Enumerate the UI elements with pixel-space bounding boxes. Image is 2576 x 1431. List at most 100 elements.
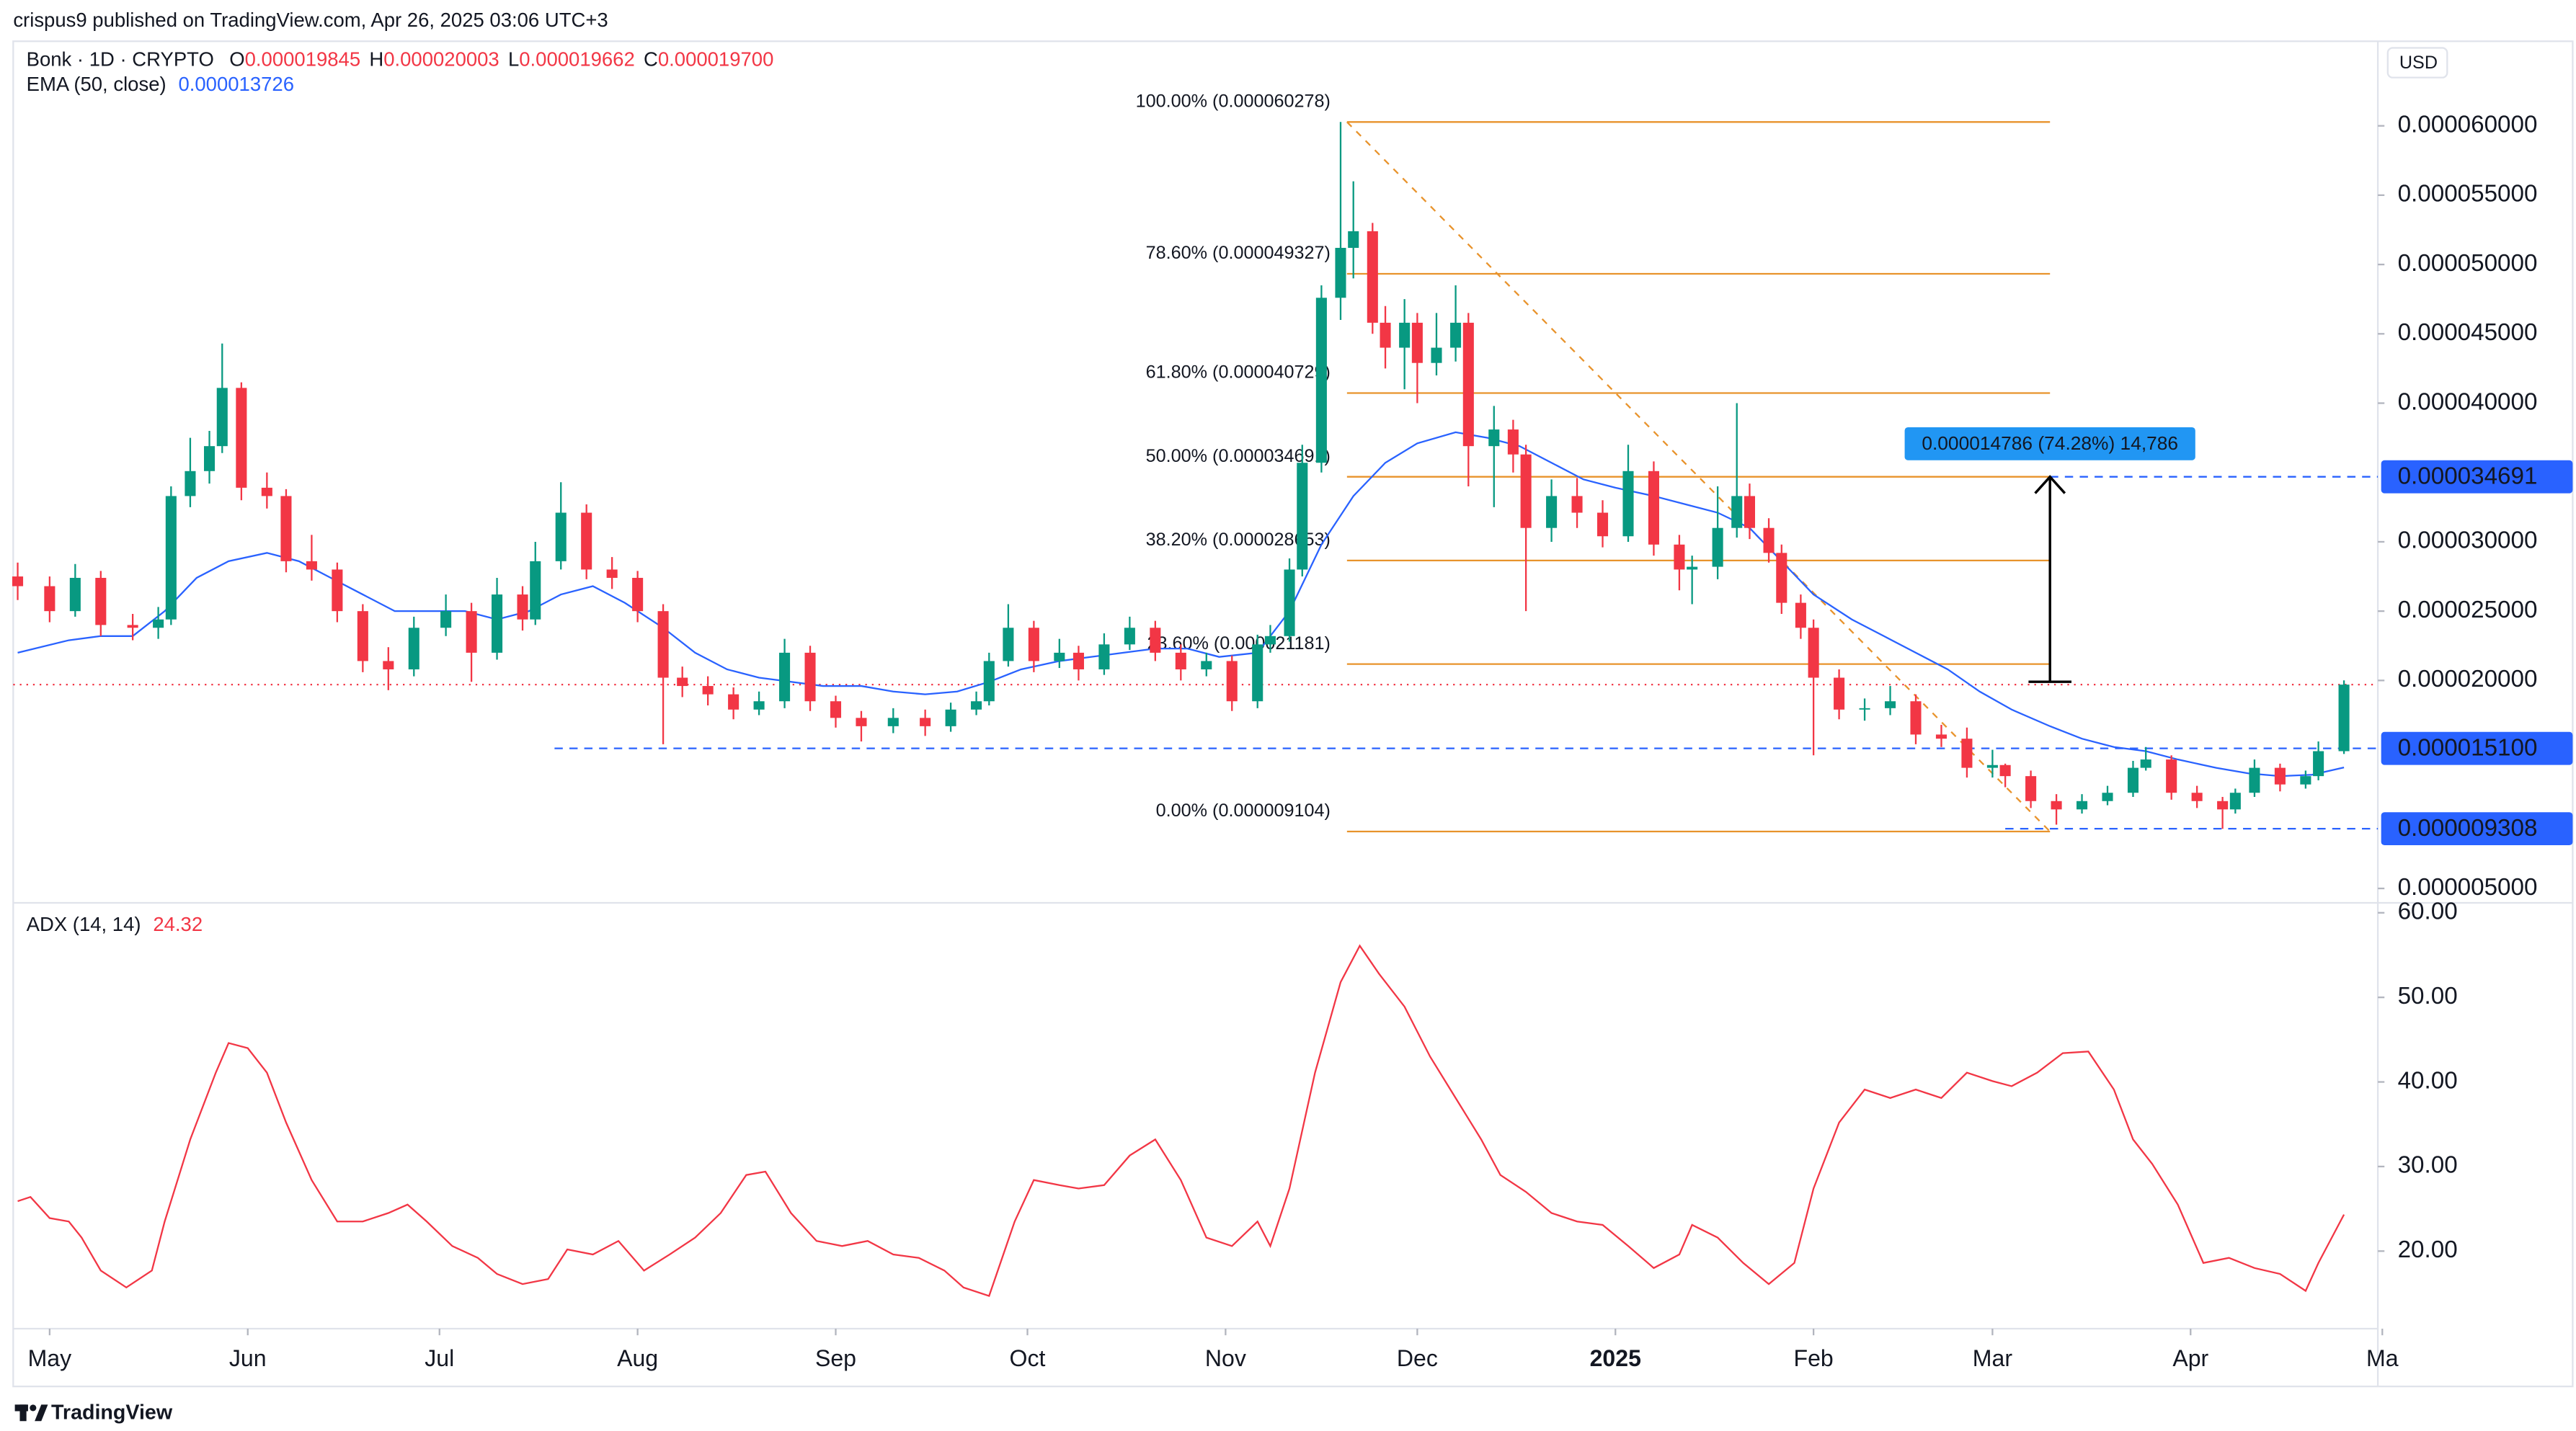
candle-body (2140, 759, 2151, 768)
candle-body (408, 628, 419, 669)
x-tick-label: Dec (1397, 1345, 1438, 1371)
y-tick-label: 0.000020000 (2398, 666, 2538, 692)
candle-body (2229, 793, 2241, 810)
candle-body (830, 701, 842, 718)
candle-body (2025, 776, 2037, 801)
y-tick-label: 0.000025000 (2398, 597, 2538, 623)
candle-body (1315, 298, 1327, 463)
candle-body (383, 661, 394, 669)
candle-body (1834, 677, 1845, 710)
ohlc-label: C (644, 48, 658, 71)
candle-body (185, 471, 196, 496)
candle-body (2313, 751, 2324, 777)
candle-body (153, 619, 164, 628)
candle-body (1124, 628, 1135, 645)
price-line-label-box (2381, 460, 2573, 494)
candle-body (1488, 429, 1500, 447)
x-tick-label: Aug (617, 1345, 658, 1371)
candle-body (1284, 569, 1295, 636)
ohlc-value: 0.000019845 (245, 48, 361, 71)
candle-body (280, 496, 292, 561)
candle-body (1462, 322, 1474, 447)
candle-body (1399, 322, 1411, 348)
x-tick-label: Oct (1010, 1345, 1046, 1371)
plot-area: 0.000005000 0.000020000 0.000025000 0.00003… (12, 91, 2573, 1371)
candle-body (983, 661, 995, 702)
candle-body (920, 718, 931, 726)
indicator-line (17, 944, 2345, 1297)
candle-body (127, 625, 138, 628)
x-tick-label: Jul (425, 1345, 454, 1371)
candle-body (1072, 652, 1084, 669)
y-tick-label: 0.000005000 (2398, 874, 2538, 901)
candle-body (1986, 764, 1998, 768)
candle-body (1884, 701, 1896, 708)
candle-body (728, 694, 740, 710)
candle-body (1622, 471, 1634, 537)
price-line-label: 0.000034691 (2398, 463, 2538, 490)
candle-body (204, 446, 216, 471)
price-line-label: 0.000009308 (2398, 815, 2538, 842)
ema-name: EMA (50, close) (27, 73, 166, 95)
brand-logo (14, 1404, 48, 1422)
candle-body (702, 686, 714, 695)
candle-body (804, 652, 816, 702)
candle-body (1687, 566, 1698, 570)
publisher: crispus9 published on TradingView.com, A… (13, 9, 608, 31)
candle-body (1571, 496, 1583, 513)
x-tick-label: Mar (1973, 1345, 2013, 1371)
candle-body (332, 569, 343, 612)
adx-value: 24.32 (153, 913, 203, 935)
y-tick-label: 0.000045000 (2398, 319, 2538, 346)
candle-body (753, 701, 765, 710)
logo-part (30, 1404, 37, 1412)
candle-body (1226, 661, 1238, 702)
ema-legend: EMA (50, close) 0.000013726 (27, 73, 294, 95)
candle-body (2127, 767, 2139, 793)
candle-body (1297, 463, 1308, 570)
candle-body (1335, 247, 1346, 298)
candle-body (2102, 793, 2113, 801)
candle-body (1098, 644, 1110, 669)
candle-body (1596, 512, 1609, 537)
candle-body (1003, 628, 1014, 661)
y-tick-label: 0.000030000 (2398, 527, 2538, 554)
candle-body (466, 611, 477, 653)
measure-arrowhead (2034, 475, 2066, 494)
y-tick-label: 60.00 (2398, 899, 2458, 925)
candle-body (1520, 454, 1532, 528)
candle-body (2274, 767, 2286, 785)
candle-body (216, 388, 228, 447)
candle-body (657, 611, 669, 678)
measure-label-box (1904, 427, 2195, 460)
y-tick-label: 30.00 (2398, 1152, 2458, 1179)
candle-body (261, 487, 272, 496)
candle-body (1264, 636, 1276, 645)
candle-body (1348, 231, 1359, 248)
candle-body (44, 586, 55, 612)
ema-line (17, 431, 2345, 777)
currency-box (2386, 47, 2448, 79)
candle-body (236, 388, 247, 488)
ohlc-label: H (369, 48, 383, 71)
x-tick-label: Nov (1205, 1345, 1246, 1371)
price-line-label-box (2381, 812, 2573, 846)
candle-body (677, 677, 688, 687)
candle-body (306, 561, 317, 570)
candle-body (555, 512, 567, 561)
candle-body (69, 577, 81, 612)
ema-value: 0.000013726 (178, 73, 294, 95)
candle-body (1776, 553, 1787, 603)
price-line-label-box (2381, 731, 2573, 765)
ohlc-value: 0.000020003 (383, 48, 499, 71)
fib-label: 78.60% (0.000049327) (1146, 243, 1331, 263)
candle-body (530, 561, 541, 620)
y-tick-label: 50.00 (2398, 983, 2458, 1009)
candle-body (1380, 322, 1391, 348)
measure-label: 0.000014786 (74.28%) 14,786 (1922, 432, 2178, 454)
candle-body (1411, 322, 1423, 363)
fib-label: 50.00% (0.000034691) (1146, 446, 1331, 466)
symbol: Bonk · 1D · CRYPTO (27, 48, 214, 71)
candle-body (606, 569, 618, 578)
